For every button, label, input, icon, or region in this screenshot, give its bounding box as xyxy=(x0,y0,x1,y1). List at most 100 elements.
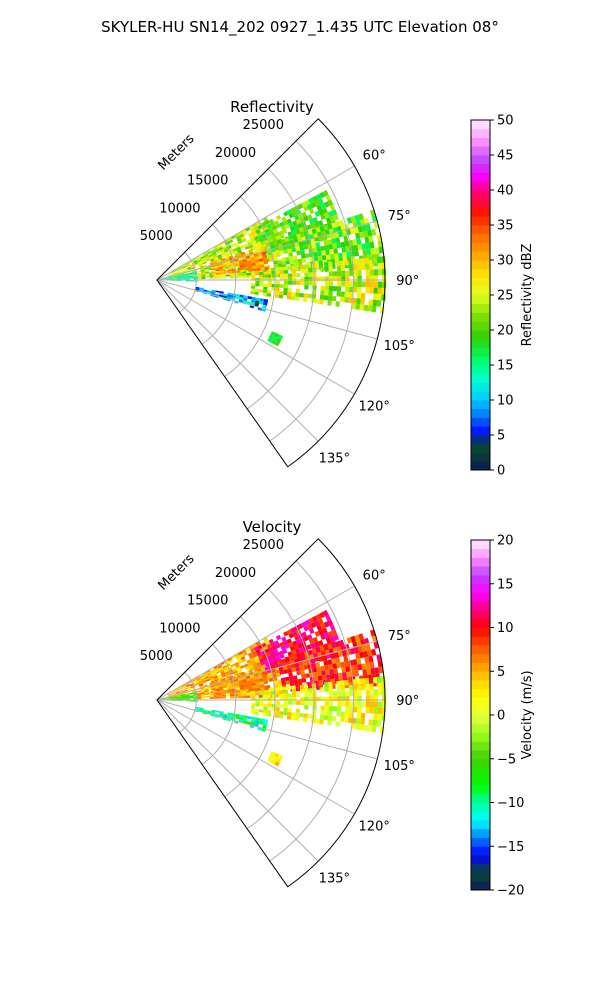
echo-cell xyxy=(238,260,243,264)
echo-cell xyxy=(250,257,255,261)
echo-cell xyxy=(185,683,190,687)
echo-cell xyxy=(252,243,258,248)
echo-cell xyxy=(300,249,305,255)
echo-cell xyxy=(328,266,333,272)
echo-cell xyxy=(303,293,308,298)
echo-cell xyxy=(314,210,321,217)
echo-cell xyxy=(352,717,357,724)
echo-cell xyxy=(169,696,174,698)
echo-cell xyxy=(238,660,243,665)
echo-cell xyxy=(178,687,183,690)
echo-cell xyxy=(299,264,305,269)
echo-cell xyxy=(189,273,194,275)
echo-cell xyxy=(364,677,370,684)
echo-cell xyxy=(262,304,267,309)
range-ring xyxy=(269,560,354,862)
colorbar-segment xyxy=(471,662,490,672)
echo-cell xyxy=(302,660,308,666)
echo-cell xyxy=(209,277,214,279)
echo-cell xyxy=(271,645,277,651)
echo-cell xyxy=(353,286,358,293)
echo-cell xyxy=(167,694,172,696)
echo-cell xyxy=(199,707,204,710)
echo-cell xyxy=(372,256,378,264)
echo-cell xyxy=(372,676,378,684)
echo-cell xyxy=(370,667,376,675)
colorbar-segment xyxy=(471,225,490,235)
azimuth-tick-label: 60° xyxy=(363,569,386,584)
echo-cell xyxy=(280,658,286,664)
echo-cell xyxy=(287,231,293,237)
echo-cell xyxy=(259,658,265,663)
echo-cell xyxy=(254,226,260,232)
echo-cell xyxy=(251,685,257,689)
echo-cell xyxy=(186,266,191,269)
colorbar-segment xyxy=(471,627,490,637)
colorbar-segment xyxy=(471,198,490,208)
echo-cell xyxy=(260,241,266,246)
echo-cell xyxy=(353,647,360,654)
echo-cell xyxy=(325,614,332,622)
echo-cell xyxy=(302,240,308,246)
echo-cell xyxy=(369,275,374,282)
echo-cell xyxy=(237,668,242,673)
echo-cell xyxy=(165,697,170,699)
echo-cell xyxy=(332,243,338,249)
echo-cell xyxy=(288,273,293,278)
echo-cell xyxy=(267,283,272,288)
echo-cell xyxy=(376,234,382,242)
echo-cell xyxy=(361,243,367,250)
echo-cell xyxy=(359,231,365,239)
echo-cell xyxy=(193,261,198,264)
echo-cell xyxy=(341,696,346,702)
echo-cell xyxy=(259,703,264,707)
echo-cell xyxy=(369,241,375,249)
echo-cell xyxy=(173,696,178,698)
echo-cell xyxy=(217,245,223,249)
echo-cell xyxy=(312,216,319,223)
echo-cell xyxy=(291,265,296,270)
echo-cell xyxy=(245,647,251,652)
echo-cell xyxy=(184,694,189,696)
echo-cell xyxy=(284,657,290,663)
echo-cell xyxy=(377,281,383,288)
echo-cell xyxy=(219,692,224,695)
echo-cell xyxy=(284,676,290,681)
echo-cell xyxy=(367,305,373,312)
echo-cell xyxy=(258,235,264,240)
echo-cell xyxy=(234,233,240,238)
echo-cell xyxy=(294,716,300,721)
echo-cell xyxy=(357,695,362,702)
echo-cell xyxy=(217,679,222,683)
azimuth-tick-label: 120° xyxy=(359,399,390,414)
echo-cell xyxy=(270,339,277,345)
echo-cell xyxy=(199,288,204,291)
echo-cell xyxy=(197,277,202,280)
echo-cell xyxy=(365,242,371,250)
echo-cell xyxy=(161,279,166,280)
echo-cell xyxy=(337,651,344,658)
echo-cell xyxy=(248,268,253,272)
colorbar-segment xyxy=(471,855,490,865)
echo-cell xyxy=(287,711,292,716)
echo-cell xyxy=(266,655,272,660)
echo-cell xyxy=(247,652,253,657)
echo-cell xyxy=(173,276,178,278)
echo-cell xyxy=(380,256,386,263)
echo-cell xyxy=(167,692,172,695)
echo-cell xyxy=(185,693,190,695)
echo-cell xyxy=(203,709,208,712)
echo-cell xyxy=(279,270,284,274)
echo-cell xyxy=(228,659,234,664)
echo-cell xyxy=(319,226,325,232)
range-ring xyxy=(224,196,276,378)
colorbar-tick-label: 35 xyxy=(497,219,514,234)
echo-cell xyxy=(209,275,214,278)
polar-grid xyxy=(156,140,385,442)
echo-cell xyxy=(193,272,198,275)
echo-cell xyxy=(283,711,288,716)
echo-cell xyxy=(286,638,292,644)
echo-cell xyxy=(276,252,281,258)
echo-cell xyxy=(357,664,363,671)
echo-cell xyxy=(199,264,204,267)
